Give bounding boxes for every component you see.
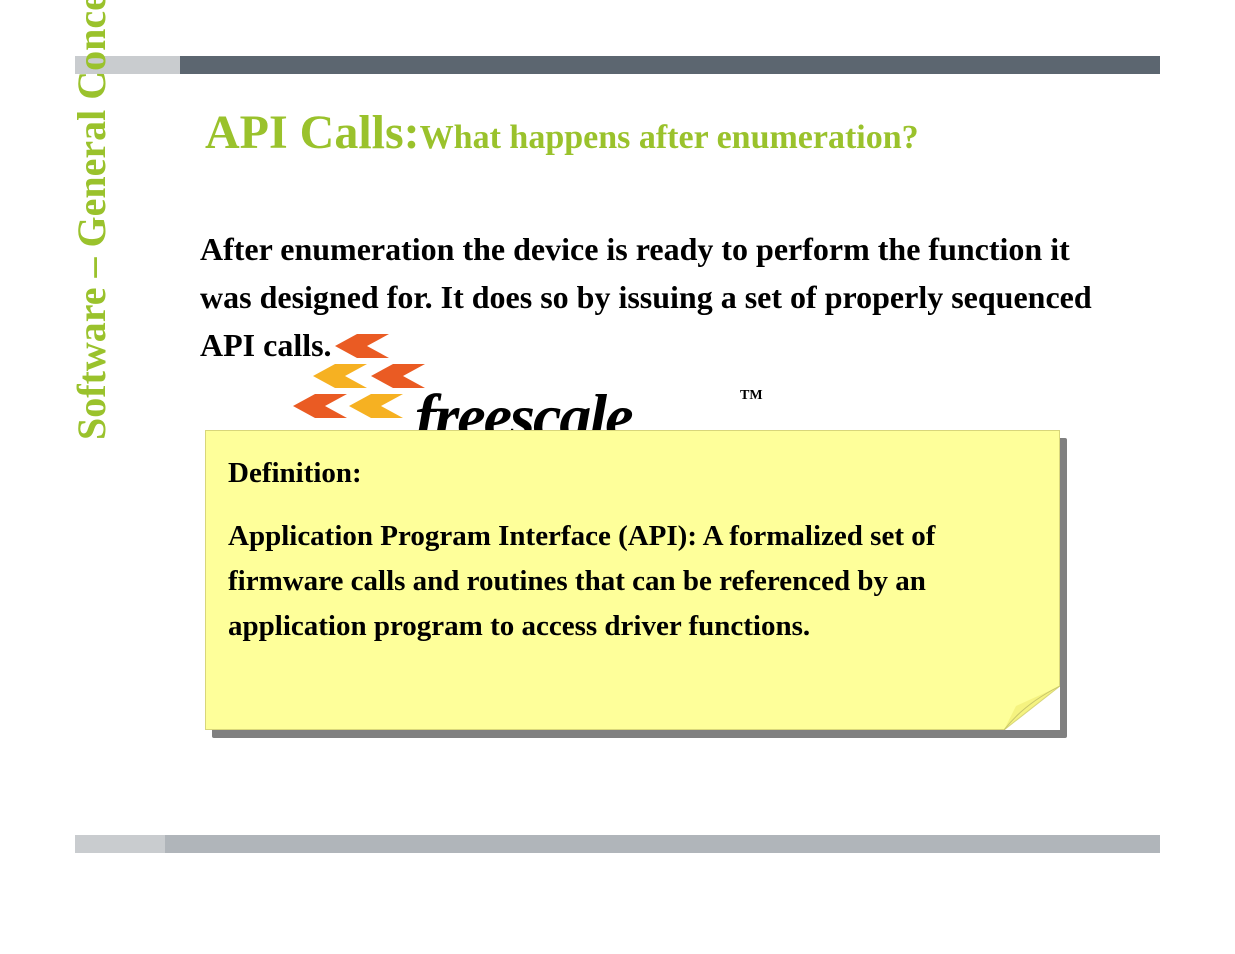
sidebar-text: Software – General Concepts (69, 0, 114, 440)
title-sub: What happens after enumeration? (420, 119, 919, 156)
bottom-bar (75, 835, 1160, 853)
logo-chevron-icon (293, 394, 347, 420)
definition-label: Definition: (228, 451, 1037, 496)
logo-chevron-icon (335, 334, 389, 360)
slide: Software – General Concepts API Calls:Wh… (0, 0, 1235, 954)
definition-note: Definition: Application Program Interfac… (205, 430, 1060, 730)
definition-body: Application Program Interface (API): A f… (228, 514, 1037, 649)
freescale-logo: freescale TM (285, 340, 805, 440)
title-main: API Calls: (205, 106, 420, 159)
slide-title: API Calls:What happens after enumeration… (205, 105, 919, 160)
logo-chevron-icon (349, 394, 403, 420)
top-bar-dark (180, 56, 1160, 74)
sidebar-title: Software – General Concepts (68, 0, 115, 440)
logo-chevron-icon (313, 364, 367, 390)
page-curl-icon (1004, 686, 1060, 730)
logo-tm: TM (740, 388, 763, 404)
